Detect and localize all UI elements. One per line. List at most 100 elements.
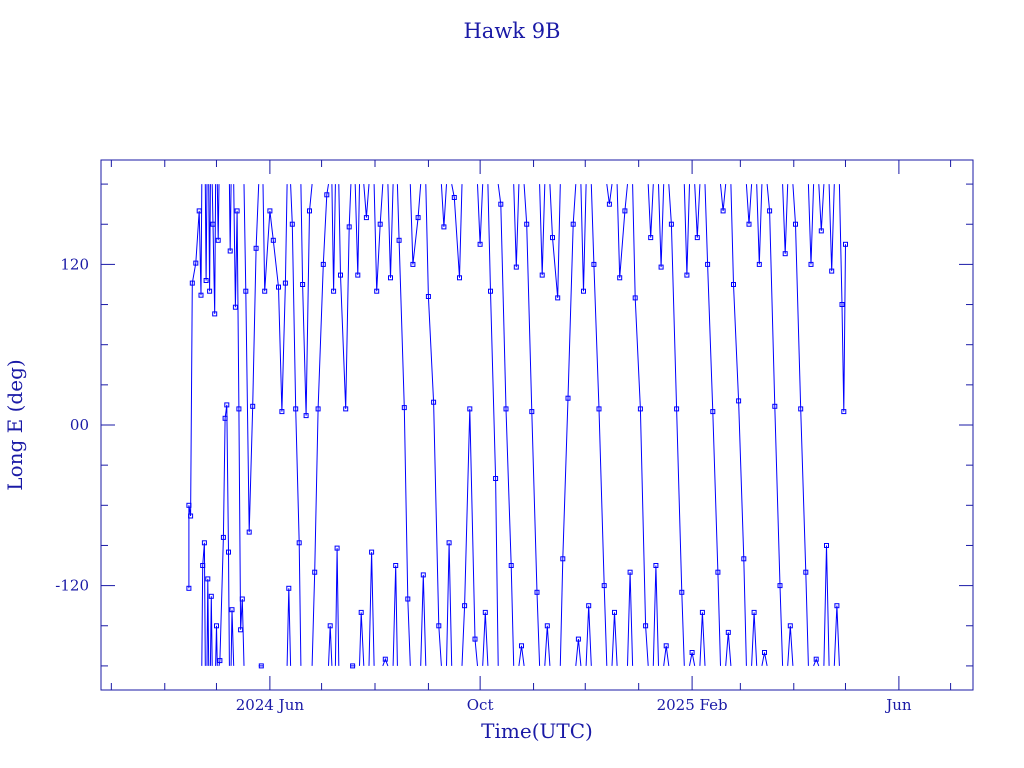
y-tick-label: 120 bbox=[60, 255, 89, 273]
data-point bbox=[498, 201, 504, 207]
x-tick-label: 2024 Jun bbox=[236, 696, 305, 714]
data-point bbox=[289, 221, 295, 227]
data-point bbox=[200, 563, 206, 568]
data-point bbox=[575, 636, 581, 642]
x-axis-label: Time(UTC) bbox=[481, 719, 593, 743]
data-point bbox=[198, 292, 204, 298]
data-point bbox=[741, 556, 747, 562]
data-point bbox=[232, 304, 238, 310]
chart-title: Hawk 9B bbox=[463, 19, 560, 43]
data-point bbox=[239, 596, 245, 602]
data-point bbox=[637, 406, 643, 412]
data-point bbox=[324, 192, 330, 198]
data-point bbox=[617, 275, 623, 281]
data-point bbox=[270, 237, 276, 243]
data-point bbox=[196, 208, 202, 214]
data-point bbox=[451, 195, 457, 200]
data-point bbox=[736, 398, 742, 404]
data-point bbox=[207, 288, 213, 294]
data-point bbox=[203, 278, 209, 283]
data-point bbox=[425, 294, 431, 299]
data-point bbox=[441, 224, 447, 230]
data-point bbox=[186, 502, 192, 508]
data-point bbox=[363, 215, 369, 221]
data-point bbox=[477, 241, 483, 247]
y-tick-label: -120 bbox=[55, 577, 89, 595]
data-point bbox=[446, 540, 452, 546]
data-point bbox=[818, 228, 824, 234]
data-point bbox=[772, 403, 778, 409]
data-point bbox=[234, 208, 240, 214]
data-point bbox=[534, 589, 540, 595]
data-point bbox=[201, 540, 207, 546]
data-point bbox=[803, 569, 809, 575]
data-point bbox=[229, 607, 235, 613]
data-point bbox=[236, 406, 242, 412]
data-point bbox=[217, 658, 223, 664]
data-point bbox=[188, 513, 194, 519]
data-point bbox=[751, 609, 757, 615]
data-point bbox=[694, 235, 700, 241]
data-point bbox=[358, 609, 364, 615]
data-point bbox=[410, 261, 416, 267]
data-point bbox=[581, 288, 586, 294]
data-point bbox=[262, 288, 268, 294]
axis-layer: -120 00 120 2024 Jun Oct 2025 Feb Jun bbox=[55, 160, 973, 714]
data-point bbox=[544, 623, 550, 629]
data-point bbox=[215, 237, 221, 243]
data-point bbox=[731, 282, 736, 287]
data-point bbox=[300, 282, 306, 287]
x-tick-label: Jun bbox=[884, 696, 912, 714]
data-point bbox=[813, 656, 819, 662]
data-point bbox=[374, 288, 380, 294]
data-point bbox=[570, 221, 576, 227]
data-point bbox=[503, 406, 509, 412]
data-point bbox=[224, 402, 230, 408]
x-tick-label: Oct bbox=[467, 696, 494, 714]
data-point bbox=[377, 221, 383, 227]
series-line bbox=[188, 184, 846, 667]
data-point bbox=[829, 268, 835, 274]
data-point bbox=[431, 399, 437, 405]
data-point bbox=[710, 409, 716, 415]
data-point bbox=[220, 534, 226, 540]
data-point bbox=[369, 549, 375, 555]
data-point bbox=[622, 208, 628, 214]
data-point bbox=[355, 272, 361, 278]
data-point bbox=[715, 569, 721, 575]
data-point bbox=[205, 576, 211, 582]
data-point bbox=[591, 261, 597, 267]
data-point bbox=[787, 623, 793, 629]
data-point bbox=[315, 406, 321, 412]
data-point bbox=[388, 275, 393, 281]
data-point bbox=[267, 208, 273, 214]
data-point bbox=[843, 241, 848, 247]
data-point bbox=[436, 623, 442, 629]
data-point bbox=[699, 609, 705, 615]
data-point bbox=[627, 569, 633, 575]
data-point bbox=[243, 288, 249, 294]
data-point bbox=[296, 540, 302, 546]
data-point bbox=[798, 406, 804, 412]
data-point bbox=[193, 260, 199, 266]
x-tick-label: 2025 Feb bbox=[657, 696, 728, 714]
data-point bbox=[601, 583, 607, 589]
data-point bbox=[286, 585, 292, 591]
data-point bbox=[841, 409, 847, 415]
data-point bbox=[276, 284, 281, 290]
data-point bbox=[674, 406, 680, 412]
data-point bbox=[524, 221, 530, 227]
data-point bbox=[488, 288, 493, 294]
data-point bbox=[565, 395, 571, 401]
data-point bbox=[462, 603, 468, 609]
data-point bbox=[401, 405, 407, 411]
data-point bbox=[457, 275, 462, 281]
data-point bbox=[282, 280, 288, 286]
data-point bbox=[663, 643, 669, 649]
data-point bbox=[210, 221, 216, 227]
data-point bbox=[350, 663, 356, 669]
data-point bbox=[705, 261, 711, 267]
data-point bbox=[338, 272, 343, 278]
data-point bbox=[834, 603, 840, 609]
data-point bbox=[782, 251, 788, 257]
